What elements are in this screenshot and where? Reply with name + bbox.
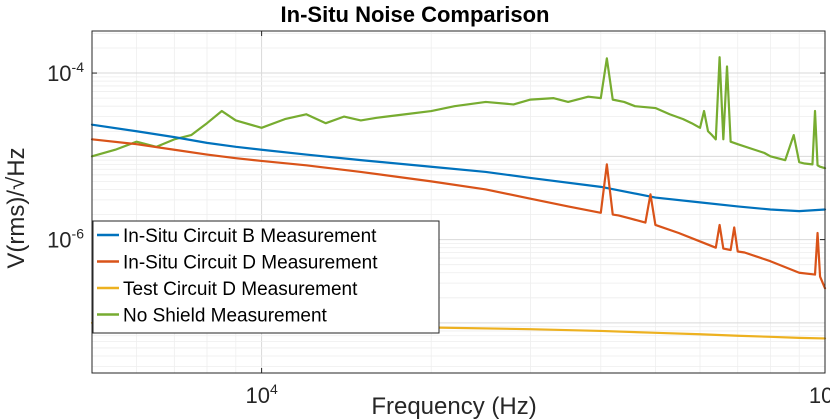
y-axis-label: V(rms)/√Hz (3, 147, 30, 268)
grid-layer (91, 31, 826, 373)
chart-title: In-Situ Noise Comparison (281, 2, 550, 27)
legend-entry-label: No Shield Measurement (123, 306, 328, 327)
series-layer (90, 56, 827, 340)
legend: In-Situ Circuit B Measurement In-Situ Cir… (92, 220, 440, 334)
series-line-4 (90, 56, 827, 170)
y-tick-label: 10-4 (47, 59, 84, 86)
tick-layer: 104 105 10-6 10-4 (47, 31, 830, 408)
x-axis-label: Frequency (Hz) (371, 393, 536, 420)
legend-entry-label: Test Circuit D Measurement (123, 279, 358, 300)
x-tick-label: 104 (245, 381, 277, 408)
legend-entry-label: In-Situ Circuit B Measurement (123, 226, 377, 247)
x-tick-label: 105 (809, 381, 830, 408)
y-tick-label: 10-6 (47, 226, 84, 253)
legend-box (92, 220, 440, 334)
series-line-2 (90, 138, 827, 290)
plot-area-frame (91, 30, 826, 374)
legend-entry-label: In-Situ Circuit D Measurement (123, 253, 378, 274)
series-line-1 (90, 123, 827, 213)
